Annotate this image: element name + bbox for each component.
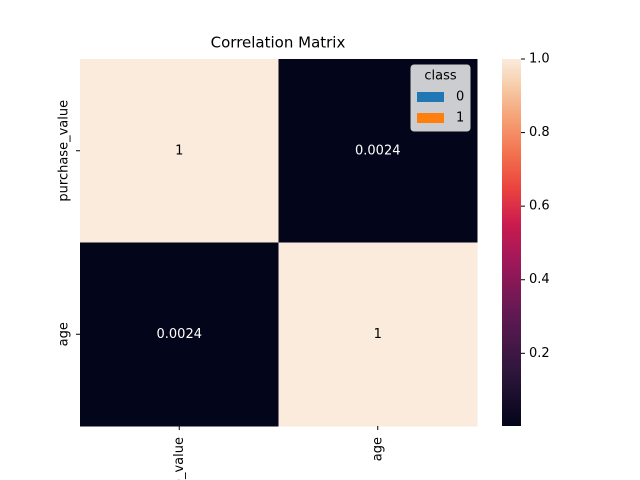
- x-tick-label: age: [370, 437, 385, 461]
- legend-swatch: [417, 92, 444, 102]
- cell-label: 1: [175, 143, 183, 158]
- legend-swatch: [417, 113, 444, 123]
- colorbar: [502, 59, 521, 426]
- y-tick-label: age: [57, 322, 72, 346]
- legend-label: 0: [456, 90, 464, 105]
- colorbar-tick-label: 1.0: [529, 52, 550, 67]
- cell-label: 0.0024: [355, 143, 401, 158]
- colorbar-tick-label: 0.6: [529, 199, 550, 214]
- cell-label: 1: [374, 327, 382, 342]
- colorbar-tick-label: 0.8: [529, 125, 550, 140]
- heatmap-cell: [80, 59, 279, 243]
- heatmap-cell: [278, 242, 478, 427]
- colorbar-tick-label: 0.2: [529, 346, 550, 361]
- legend-title: class: [424, 69, 456, 84]
- legend-label: 1: [456, 111, 464, 126]
- x-tick-label: purchase_value: [172, 437, 187, 480]
- y-tick-label: purchase_value: [57, 100, 72, 202]
- heatmap-cell: [80, 242, 279, 427]
- colorbar-tick-label: 0.4: [529, 272, 550, 287]
- cell-label: 0.0024: [157, 327, 203, 342]
- chart-title: Correlation Matrix: [211, 34, 346, 52]
